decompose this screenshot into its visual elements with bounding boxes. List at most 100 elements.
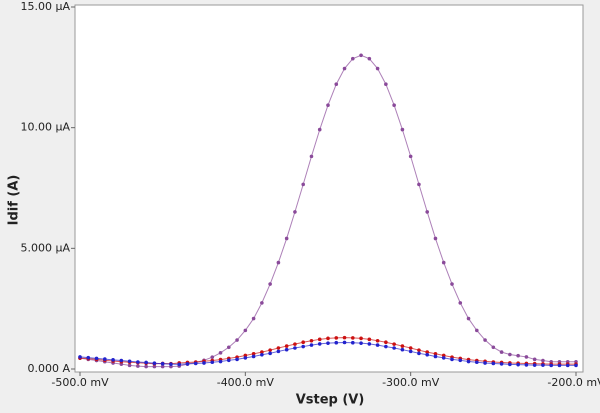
data-point [549,363,553,368]
data-point [334,82,339,87]
data-point [351,340,355,345]
data-point [260,350,264,354]
x-tick-label: -500.0 mV [51,376,109,389]
data-point [557,363,562,368]
data-point [491,345,496,350]
data-point [293,210,297,214]
data-point [136,364,140,368]
data-point [342,66,347,71]
data-point [160,364,165,369]
data-point [251,354,256,359]
data-point [417,182,421,187]
x-axis-title: Vstep (V) [296,393,365,408]
data-point [483,361,487,365]
data-point [152,364,157,369]
data-point [293,342,297,346]
data-point [425,352,430,357]
data-point [284,236,289,241]
data-point [119,358,124,363]
data-point [284,347,289,352]
data-point [499,350,504,354]
data-point [268,348,272,352]
data-point [268,351,272,356]
data-point [127,363,132,368]
data-point [169,362,173,366]
data-point [317,342,322,346]
data-point [499,362,504,366]
data-point [532,357,537,362]
data-point [508,362,512,367]
data-point [367,56,372,61]
data-point [516,353,520,358]
data-point [251,316,256,321]
data-point [144,364,148,369]
data-point [103,357,107,361]
data-point [450,357,454,362]
data-point [276,349,281,354]
data-point [491,361,496,366]
data-point [94,356,99,361]
data-point [177,362,181,367]
x-tick-label: -300.0 mV [382,376,440,389]
data-point [218,351,223,355]
data-point [251,351,256,356]
y-axis-title: Idif (A) [7,175,22,226]
data-point [243,356,248,360]
data-point [193,361,198,366]
data-point [392,103,396,108]
data-point [351,56,355,61]
data-point [243,328,248,333]
data-point [384,344,388,349]
data-point [235,357,239,362]
data-point [276,346,281,350]
data-point [210,360,215,365]
data-point [227,345,231,350]
data-point [202,361,206,365]
data-point [384,82,388,87]
data-point [516,362,520,367]
data-point [309,343,314,347]
y-tick-label: 15.00 µA [20,0,70,13]
data-point [334,336,339,340]
data-point [268,282,272,286]
data-point [144,360,148,365]
data-point [524,355,529,359]
data-point [392,346,396,350]
data-point [127,359,132,364]
data-point [309,338,314,343]
data-point [260,301,264,305]
data-point [541,363,545,367]
data-point [433,236,438,241]
data-point [565,363,570,368]
data-point [441,356,446,360]
x-tick-label: -400.0 mV [217,376,275,389]
data-point [111,358,115,362]
data-point [317,127,322,132]
data-point [458,301,463,305]
data-point [326,336,330,341]
data-point [392,342,396,346]
data-point [260,352,264,357]
data-point [375,338,380,343]
data-point [417,348,421,352]
data-point [136,360,140,364]
data-point [441,260,446,265]
data-point [210,355,215,359]
data-point [475,328,479,333]
plot-area [74,4,584,373]
x-tick-label: -200.0 mV [547,376,600,389]
data-point [433,354,438,359]
y-tick-label: 10.00 µA [20,121,70,134]
data-point [425,350,430,354]
data-point [160,361,165,366]
data-point [466,316,471,321]
data-point [375,66,380,71]
data-point [152,361,157,366]
data-point [400,347,405,352]
data-point [359,336,363,341]
data-point [301,182,306,187]
data-point [400,127,405,132]
data-point [334,340,339,345]
data-point [301,340,306,345]
data-point [400,344,405,348]
